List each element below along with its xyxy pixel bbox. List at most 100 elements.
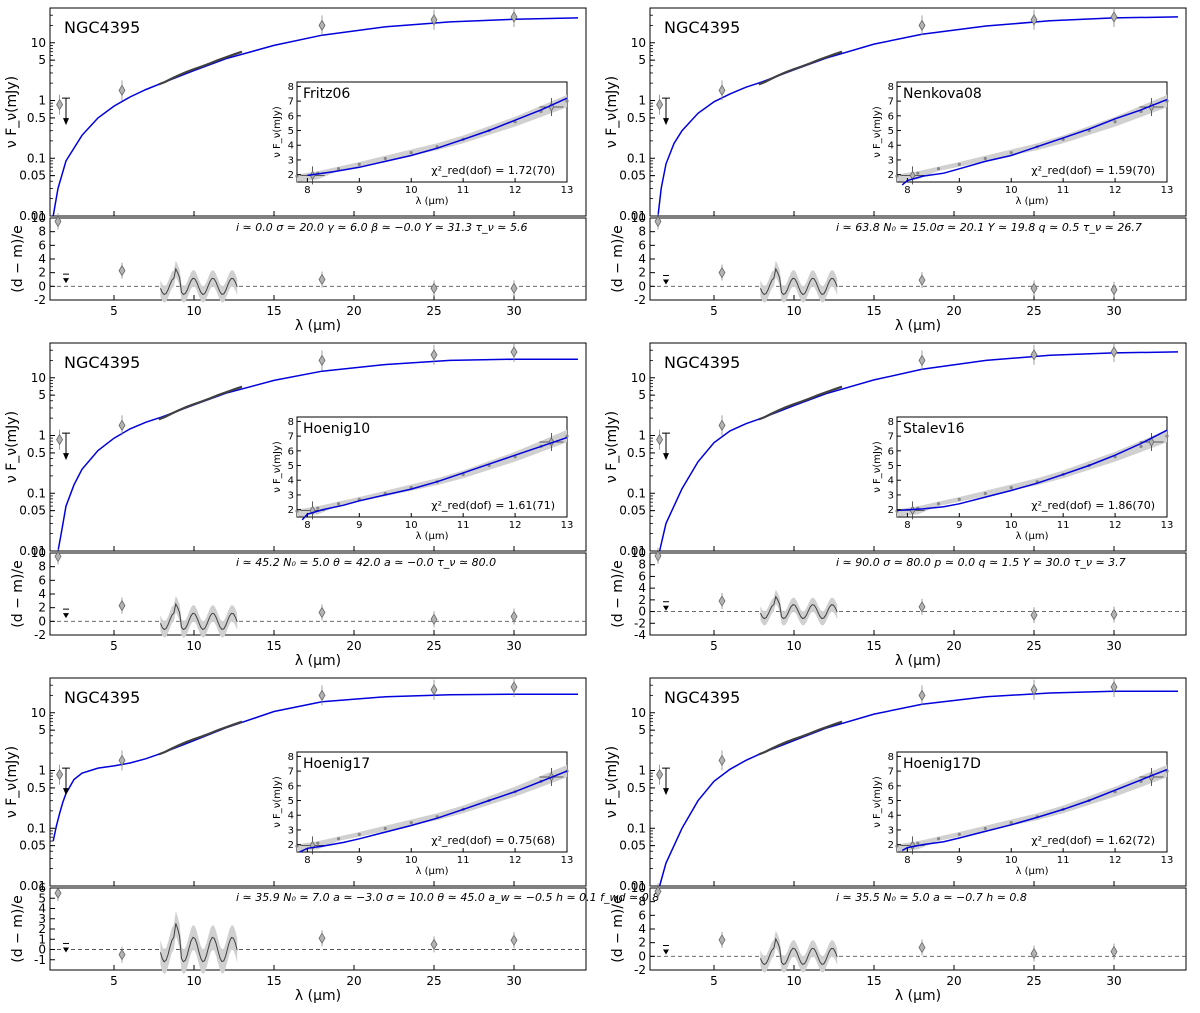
inset-spectrum-point xyxy=(336,167,341,171)
sed-point xyxy=(318,354,326,367)
sed-point xyxy=(718,754,726,767)
inset-ytick-label: 6 xyxy=(888,446,894,457)
resid-point xyxy=(654,885,662,898)
inset-ytick-label: 6 xyxy=(288,111,294,122)
inset-xtick-label: 12 xyxy=(509,855,522,866)
inset-xtick-label: 8 xyxy=(904,520,910,531)
inset-ylabel: ν F_ν(mJy) xyxy=(872,776,883,828)
chi2-label: χ²_red(dof) = 1.72(70) xyxy=(431,164,555,177)
inset-model-curve xyxy=(901,98,1168,186)
model-curve xyxy=(57,358,578,552)
resid-ytick-label: -2 xyxy=(634,293,646,307)
inset-spectrum-point xyxy=(357,832,361,836)
resid-ytick-label: 10 xyxy=(631,211,646,225)
resid-point xyxy=(430,282,438,295)
sed-ytick-label: 0.05 xyxy=(19,169,46,183)
inset-ytick-label: 2 xyxy=(288,840,294,851)
resid-xtick-label: 20 xyxy=(946,304,961,318)
inset-ytick-label: 4 xyxy=(288,141,294,152)
inset-model-curve xyxy=(896,429,1168,512)
sed-ytick-label: 5 xyxy=(38,53,46,67)
resid-xtick-label: 15 xyxy=(866,639,881,653)
ir-spectrum xyxy=(758,385,843,421)
resid-point xyxy=(1110,283,1118,296)
sed-point xyxy=(430,14,438,26)
sed-ytick-label: 0.1 xyxy=(27,151,46,165)
sed-ytick-label: 1 xyxy=(38,764,46,778)
resid-ytick-label: 2 xyxy=(38,601,46,615)
inset-spectrum-point xyxy=(957,832,961,836)
inset-ytick-label: 4 xyxy=(888,476,894,487)
resid-ytick-label: 0 xyxy=(38,943,46,957)
inset-frame xyxy=(896,751,1168,853)
resid-xtick-label: 20 xyxy=(346,639,361,653)
resid-point xyxy=(1110,945,1118,958)
sed-point xyxy=(1110,346,1118,358)
resid-ytick-label: 0 xyxy=(638,279,646,293)
inset-ytick-label: 5 xyxy=(888,126,894,137)
inset-model-curve xyxy=(299,770,568,853)
sed-point xyxy=(510,681,518,693)
inset-ytick-label: 5 xyxy=(288,796,294,807)
inset-ytick-label: 4 xyxy=(288,811,294,822)
inset-spectrum-point xyxy=(295,174,299,178)
resid-point xyxy=(1110,608,1118,621)
inset-ytick-label: 3 xyxy=(288,490,294,501)
sed-ylabel: ν F_ν(mJy) xyxy=(604,411,620,483)
sed-ytick-label: 0.05 xyxy=(19,839,46,853)
resid-xtick-label: 5 xyxy=(710,639,718,653)
resid-ylabel: (d − m)/e xyxy=(10,560,26,627)
sed-point xyxy=(1030,14,1038,26)
resid-ylabel: (d − m)/e xyxy=(610,895,626,962)
ir-spectrum xyxy=(758,720,843,756)
resid-spectrum xyxy=(159,923,238,963)
ir-spectrum xyxy=(158,50,243,86)
inset-uncertainty-band xyxy=(897,94,1167,182)
resid-xtick-label: 5 xyxy=(110,974,118,988)
xlabel: λ (μm) xyxy=(295,988,341,1004)
inset-spectrum-point xyxy=(936,502,941,506)
inset-spectrum-point xyxy=(916,841,920,845)
inset-ytick-label: 3 xyxy=(288,155,294,166)
resid-ytick-label: 4 xyxy=(38,587,46,601)
resid-ytick-label: 5 xyxy=(38,891,46,905)
inset-xtick-label: 8 xyxy=(304,520,310,531)
resid-point xyxy=(318,932,326,945)
resid-spectrum xyxy=(759,937,838,966)
inset-xtick-label: 13 xyxy=(561,185,574,196)
sed-point xyxy=(56,433,64,446)
resid-xtick-label: 15 xyxy=(266,974,281,988)
resid-ytick-label: 10 xyxy=(31,546,46,560)
sed-upper-arrow xyxy=(63,453,69,461)
sed-point xyxy=(656,98,664,111)
resid-xtick-label: 15 xyxy=(866,304,881,318)
inset-xtick-label: 8 xyxy=(904,855,910,866)
resid-point xyxy=(718,934,726,946)
resid-xtick-label: 30 xyxy=(506,304,521,318)
inset-xtick-label: 11 xyxy=(1057,520,1070,531)
inset-xtick-label: 13 xyxy=(1161,185,1174,196)
resid-xtick-label: 20 xyxy=(346,304,361,318)
resid-point xyxy=(718,595,726,607)
resid-point xyxy=(118,264,126,277)
sed-ytick-label: 0.01 xyxy=(619,879,646,893)
inset-panel: 8 9 10 11 12 13 2 3 4 5 6 7 8 λ (μm) ν F_ν(mJy) Fritz06… xyxy=(272,81,574,207)
inset-frame xyxy=(296,751,568,853)
sed-upper-arrow xyxy=(663,788,669,796)
xlabel: λ (μm) xyxy=(895,318,941,334)
inset-xtick-label: 13 xyxy=(1161,855,1174,866)
sed-ytick-label: 0.5 xyxy=(27,781,46,795)
sed-ytick-label: 0.5 xyxy=(627,446,646,460)
sed-point xyxy=(56,98,64,111)
inset-uncertainty-band xyxy=(897,429,1167,517)
fit-parameters: i ≃ 35.5 N₀ ≃ 5.0 a ≃ −0.7 h ≃ 0.8 xyxy=(836,891,1027,904)
resid-xtick-label: 25 xyxy=(426,639,441,653)
resid-point xyxy=(918,274,926,286)
sed-ylabel: ν F_ν(mJy) xyxy=(4,746,20,818)
resid-ytick-label: 4 xyxy=(638,581,646,595)
inset-model-curve xyxy=(307,97,568,177)
chi2-label: χ²_red(dof) = 1.62(72) xyxy=(1031,834,1155,847)
sed-point xyxy=(510,11,518,23)
